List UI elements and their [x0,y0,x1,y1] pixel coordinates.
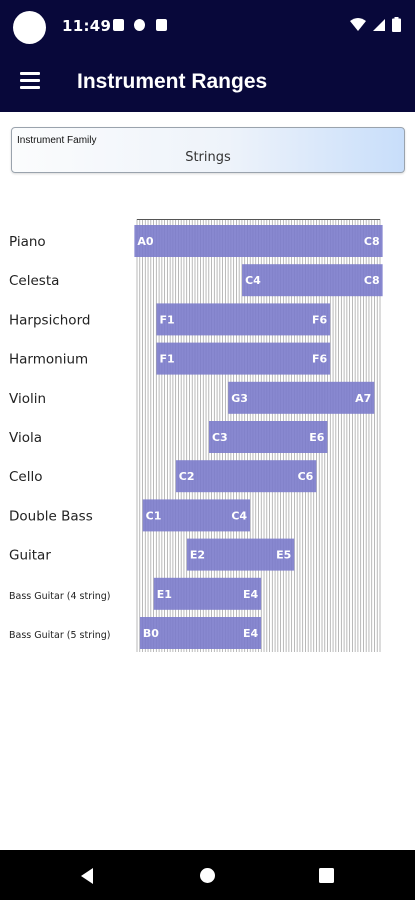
range-bar [228,381,375,414]
wifi-icon [350,17,366,31]
instrument-label: Cello [9,469,43,485]
instrument-label: Harmonium [9,352,88,368]
range-bar [175,460,317,493]
range-bar [134,225,383,257]
range-low-label: C3 [212,431,228,444]
signal-icon [373,18,385,31]
instrument-family-value: Strings [185,150,231,165]
range-high-label: F6 [312,313,328,326]
status-time: 11:49 [62,17,112,35]
range-low-label: F1 [159,313,174,326]
range-low-label: C2 [179,470,195,483]
range-high-label: E5 [276,549,291,562]
range-low-label: E1 [157,588,172,601]
range-high-label: A7 [355,392,371,405]
range-high-label: F6 [312,353,328,366]
instrument-labels: Piano Celesta Harpsichord Harmonium Violin Vi… [9,234,111,641]
status-right-icons [350,17,401,32]
range-low-label: A0 [137,235,154,248]
range-bar [139,617,262,649]
range-low-label: C4 [245,274,261,287]
app-bar: Instrument Ranges [0,52,415,112]
range-low-label: G3 [231,392,248,405]
navigation-bar [0,850,415,900]
range-high-label: C8 [364,274,380,287]
instrument-label: Harpsichord [9,312,90,328]
photo-icon [113,19,124,31]
menu-icon[interactable] [20,72,42,90]
recents-icon[interactable] [319,868,334,883]
instrument-label: Piano [9,234,46,250]
sim-icon [156,19,167,31]
instrument-label: Violin [9,391,46,407]
range-high-label: E6 [309,431,325,444]
instrument-label: Celesta [9,273,59,289]
back-icon[interactable] [78,867,96,885]
range-high-label: E4 [243,627,259,640]
range-bars: A0 C8 C4 C8 F1 F6 F1 F6 G3 A7 C3 E6 C2 C6 C1 C4 E2 E5 E1 E4… [134,225,383,649]
camera-cutout [13,11,46,44]
range-high-label: C4 [231,509,247,522]
range-high-label: C8 [364,235,380,248]
instrument-label: Guitar [9,548,51,564]
range-bar [156,342,331,375]
range-low-label: C1 [146,509,162,522]
instrument-family-label: Instrument Family [17,135,97,146]
range-high-label: E4 [243,588,259,601]
range-bar [186,538,295,571]
status-bar: 11:49 [0,0,415,52]
range-bar [208,421,328,453]
range-low-label: E2 [190,549,205,562]
range-high-label: C6 [298,470,314,483]
range-bar [156,303,331,336]
range-bar [242,264,383,297]
instrument-label: Double Bass [9,508,93,524]
whatsapp-icon [134,19,145,31]
range-low-label: B0 [143,627,159,640]
instrument-label: Bass Guitar (4 string) [9,591,111,602]
home-icon[interactable] [199,867,216,884]
range-bar [142,499,251,532]
battery-icon [392,17,401,32]
range-bar [153,577,262,610]
instrument-label: Viola [9,430,42,446]
instrument-family-select[interactable]: Instrument Family Strings [11,127,405,173]
instrument-label: Bass Guitar (5 string) [9,630,111,641]
app-title: Instrument Ranges [77,70,268,93]
range-low-label: F1 [159,353,174,366]
